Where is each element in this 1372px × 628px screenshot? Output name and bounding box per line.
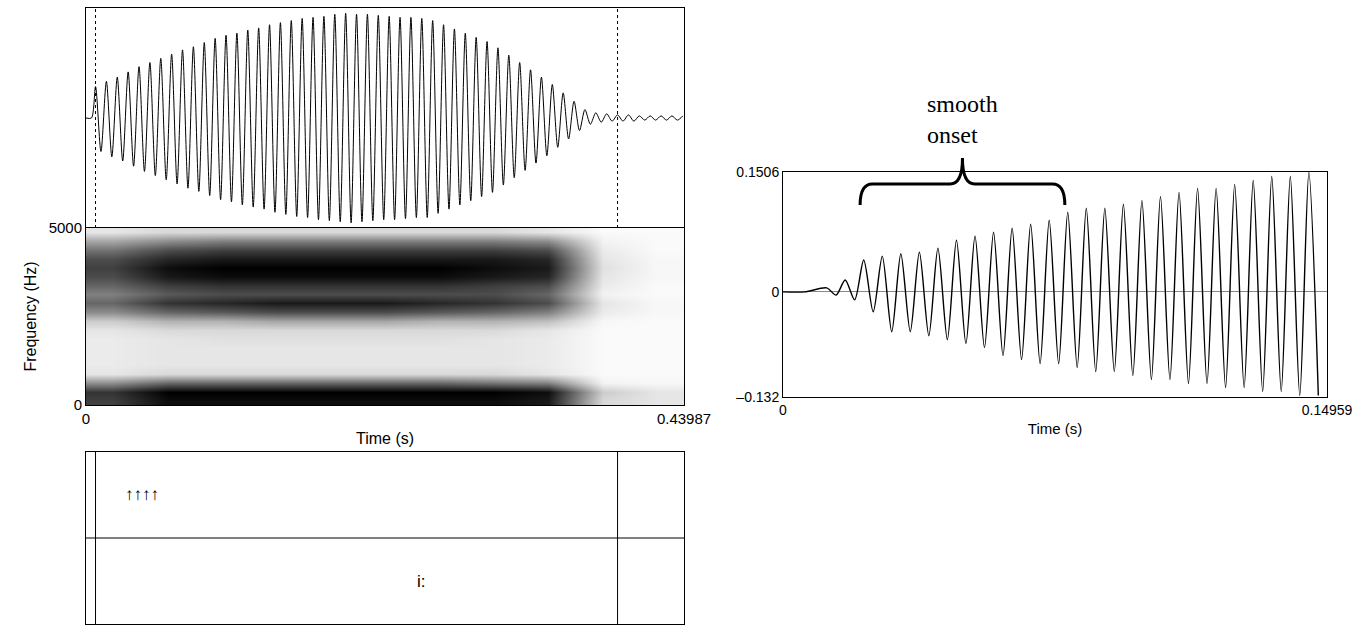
svg-text:0.1506: 0.1506 [736, 164, 779, 180]
svg-text:0: 0 [74, 396, 82, 413]
svg-text:Time (s): Time (s) [1028, 420, 1082, 437]
svg-text:i:: i: [417, 572, 426, 591]
svg-text:↑↑↑↑: ↑↑↑↑ [125, 485, 159, 504]
svg-text:smoothonset: smoothonset [927, 91, 998, 148]
svg-text:0.14959: 0.14959 [1302, 402, 1353, 418]
svg-text:0: 0 [779, 402, 787, 418]
svg-text:–0.132: –0.132 [736, 389, 779, 405]
svg-text:0: 0 [82, 410, 90, 427]
svg-text:Time (s): Time (s) [356, 430, 414, 447]
svg-text:5000: 5000 [49, 219, 82, 236]
svg-text:0.43987: 0.43987 [657, 410, 711, 427]
svg-text:Frequency (Hz): Frequency (Hz) [22, 261, 39, 371]
svg-text:0: 0 [771, 284, 779, 300]
